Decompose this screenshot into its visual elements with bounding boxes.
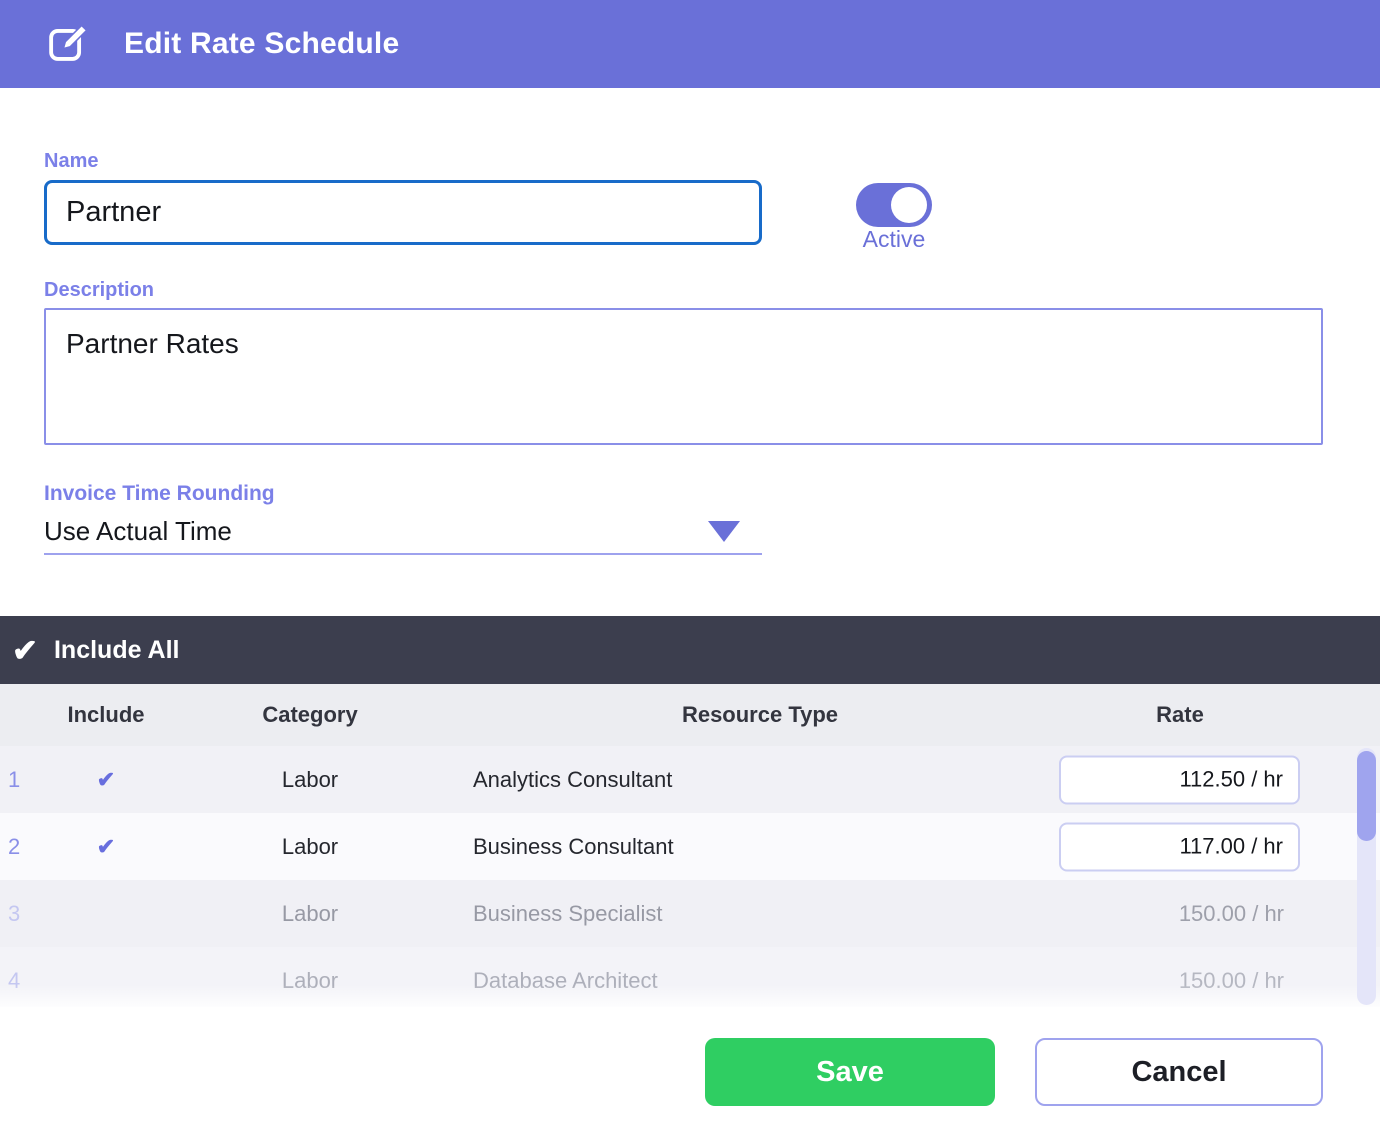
row-number: 3	[8, 900, 21, 926]
active-toggle[interactable]	[856, 183, 932, 227]
table-row: 3 Labor Business Specialist 150.00 / hr	[0, 880, 1380, 947]
category-cell: Labor	[281, 900, 339, 926]
row-number: 4	[8, 967, 21, 993]
table-row: 1 ✔ Labor Analytics Consultant	[0, 746, 1380, 813]
column-header-resource-type: Resource Type	[681, 702, 839, 727]
description-label: Description	[44, 279, 155, 301]
column-header-include: Include	[67, 702, 145, 727]
resource-type-cell: Business Consultant	[473, 833, 674, 859]
table-row: 4 Labor Database Architect 150.00 / hr	[0, 947, 1380, 1007]
column-header-rate: Rate	[1156, 702, 1204, 727]
row-number: 2	[8, 833, 21, 859]
toggle-knob-icon	[891, 187, 927, 223]
edit-pencil-icon	[44, 20, 92, 68]
category-cell: Labor	[281, 967, 339, 993]
description-textarea[interactable]: Partner Rates	[44, 308, 1323, 445]
name-input[interactable]	[44, 180, 762, 245]
dialog-title: Edit Rate Schedule	[124, 27, 400, 60]
dialog-header: Edit Rate Schedule	[0, 0, 1380, 88]
row-number: 1	[8, 766, 21, 792]
category-cell: Labor	[281, 833, 339, 859]
table-scrollbar-thumb[interactable]	[1357, 751, 1376, 841]
rate-text: 150.00 / hr	[1178, 967, 1284, 993]
rate-input[interactable]	[1059, 822, 1300, 871]
name-label: Name	[44, 150, 99, 172]
include-check-icon[interactable]: ✔	[96, 766, 116, 792]
invoice-time-rounding-label: Invoice Time Rounding	[44, 482, 275, 505]
chevron-down-icon	[708, 521, 740, 542]
invoice-time-rounding-select[interactable]: Use Actual Time	[44, 510, 762, 555]
resource-type-cell: Database Architect	[473, 967, 658, 993]
active-toggle-label: Active	[862, 226, 926, 252]
resource-type-cell: Business Specialist	[473, 900, 663, 926]
save-button[interactable]: Save	[705, 1038, 995, 1106]
invoice-time-rounding-value: Use Actual Time	[44, 516, 232, 546]
rates-table-header: Include Category Resource Type Rate	[0, 684, 1380, 746]
include-check-icon[interactable]: ✔	[96, 833, 116, 859]
rate-input[interactable]	[1059, 755, 1300, 804]
include-all-checkbox[interactable]: ✔ Include All	[0, 616, 1380, 684]
cancel-button[interactable]: Cancel	[1035, 1038, 1323, 1106]
include-all-label: Include All	[53, 635, 180, 664]
resource-type-cell: Analytics Consultant	[473, 766, 673, 792]
rate-text: 150.00 / hr	[1178, 900, 1284, 926]
category-cell: Labor	[281, 766, 339, 792]
column-header-category: Category	[262, 702, 358, 727]
table-row: 2 ✔ Labor Business Consultant	[0, 813, 1380, 880]
check-icon: ✔	[12, 632, 38, 668]
table-scrollbar-track[interactable]	[1357, 748, 1376, 1005]
rates-table-body: 1 ✔ Labor Analytics Consultant 2 ✔ Labor…	[0, 746, 1380, 1007]
